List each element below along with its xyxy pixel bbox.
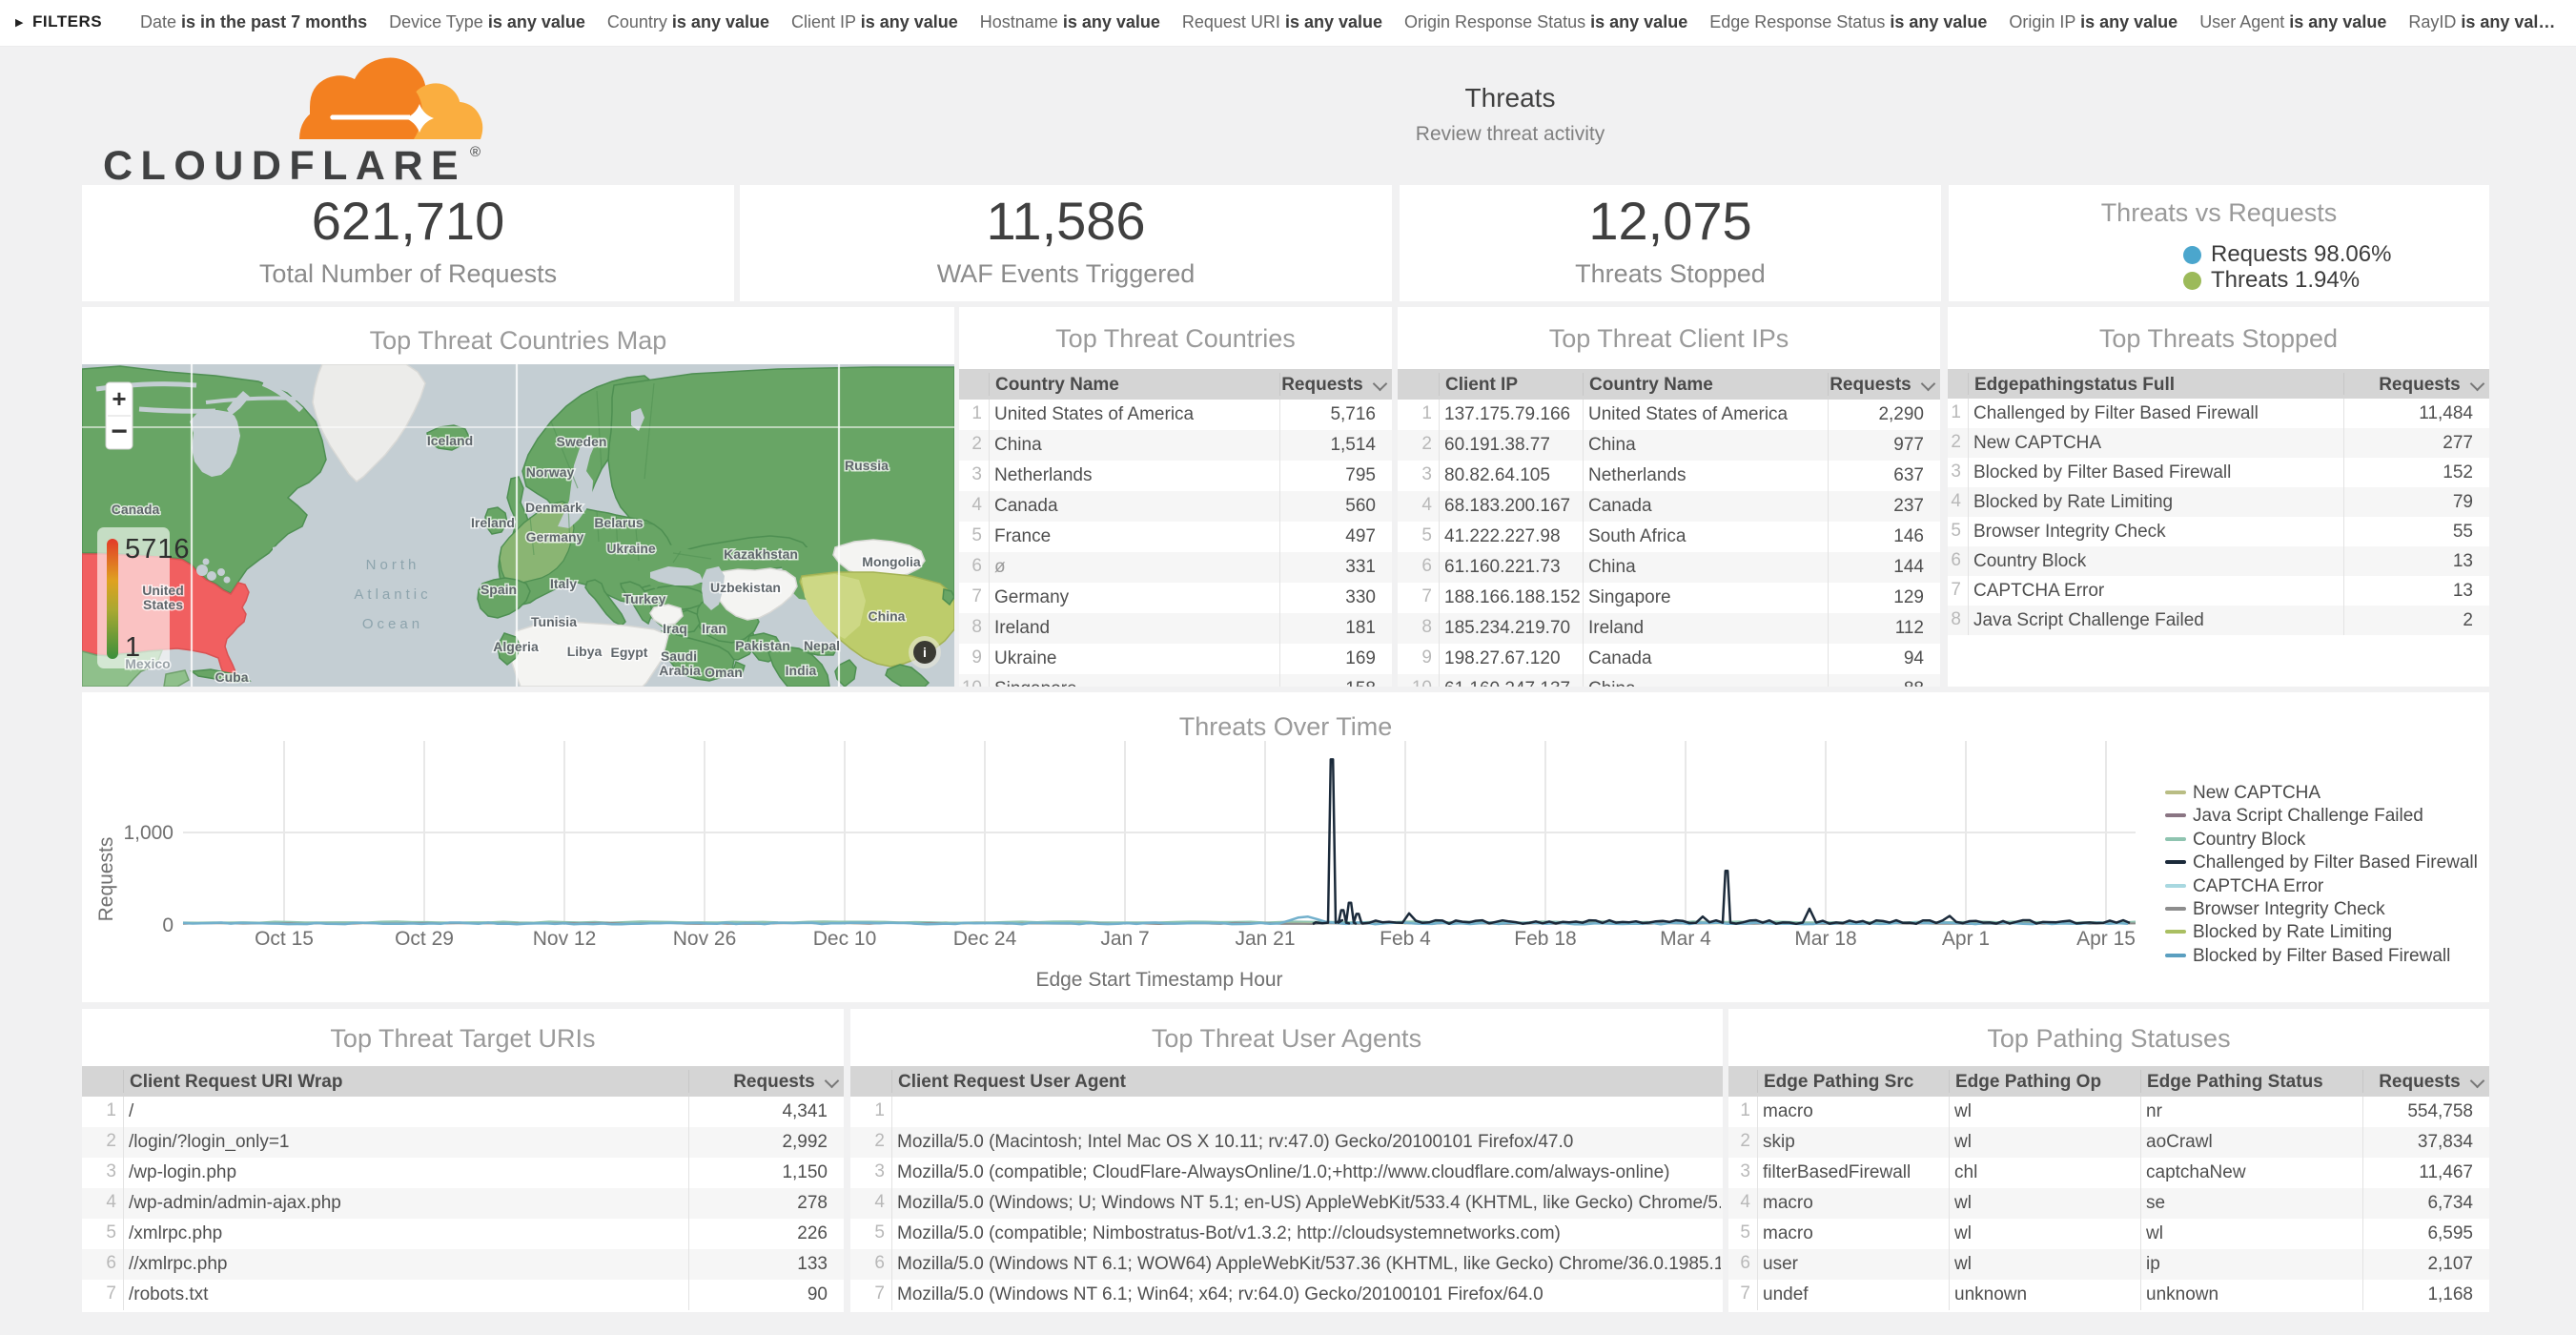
svg-text:Nov 12: Nov 12 bbox=[533, 928, 597, 950]
svg-text:Algeria: Algeria bbox=[493, 639, 539, 654]
svg-text:Iran: Iran bbox=[702, 621, 726, 636]
svg-text:Oct 15: Oct 15 bbox=[255, 928, 314, 950]
svg-text:United: United bbox=[142, 583, 184, 598]
svg-text:Turkey: Turkey bbox=[624, 591, 666, 606]
svg-text:+: + bbox=[112, 384, 126, 413]
svg-text:Spain: Spain bbox=[480, 582, 517, 597]
svg-text:Iraq: Iraq bbox=[663, 621, 687, 636]
svg-text:5716: 5716 bbox=[125, 534, 191, 565]
svg-text:Egypt: Egypt bbox=[611, 645, 648, 660]
svg-text:Ocean: Ocean bbox=[362, 616, 423, 632]
svg-text:Ukraine: Ukraine bbox=[606, 541, 656, 556]
svg-text:Russia: Russia bbox=[845, 458, 889, 473]
svg-text:Dec 24: Dec 24 bbox=[953, 928, 1017, 950]
svg-text:Tunisia: Tunisia bbox=[531, 614, 577, 629]
svg-text:North: North bbox=[366, 557, 420, 573]
svg-text:Italy: Italy bbox=[550, 576, 577, 591]
svg-text:CLOUDFLARE: CLOUDFLARE bbox=[103, 143, 466, 188]
svg-text:Pakistan: Pakistan bbox=[735, 638, 790, 653]
svg-text:Apr 15: Apr 15 bbox=[2076, 928, 2136, 950]
svg-text:Requests: Requests bbox=[95, 837, 117, 922]
svg-text:Mar 18: Mar 18 bbox=[1794, 928, 1856, 950]
svg-text:Canada: Canada bbox=[112, 502, 160, 517]
svg-text:Atlantic: Atlantic bbox=[354, 586, 431, 603]
svg-text:Germany: Germany bbox=[526, 529, 584, 544]
svg-text:China: China bbox=[869, 608, 906, 624]
svg-text:Apr 1: Apr 1 bbox=[1942, 928, 1990, 950]
svg-text:−: − bbox=[111, 416, 128, 447]
svg-text:Jan 7: Jan 7 bbox=[1100, 928, 1149, 950]
svg-text:1: 1 bbox=[125, 632, 140, 663]
svg-text:Feb 4: Feb 4 bbox=[1380, 928, 1431, 950]
svg-text:0: 0 bbox=[162, 914, 174, 936]
svg-text:Uzbekistan: Uzbekistan bbox=[710, 580, 781, 595]
svg-text:Nov 26: Nov 26 bbox=[673, 928, 737, 950]
svg-text:Libya: Libya bbox=[567, 644, 603, 659]
svg-text:Dec 10: Dec 10 bbox=[813, 928, 877, 950]
svg-text:®: ® bbox=[470, 144, 480, 160]
svg-text:Oman: Oman bbox=[705, 665, 743, 680]
svg-text:Ireland: Ireland bbox=[471, 515, 515, 530]
svg-text:i: i bbox=[923, 645, 927, 660]
svg-text:Arabia: Arabia bbox=[659, 663, 701, 678]
svg-text:1,000: 1,000 bbox=[123, 822, 174, 844]
svg-text:Oct 29: Oct 29 bbox=[395, 928, 454, 950]
svg-text:Jan 21: Jan 21 bbox=[1235, 928, 1295, 950]
svg-text:Belarus: Belarus bbox=[594, 515, 644, 530]
svg-text:Mongolia: Mongolia bbox=[862, 554, 921, 569]
svg-text:Sweden: Sweden bbox=[557, 434, 607, 449]
svg-text:Mar 4: Mar 4 bbox=[1660, 928, 1711, 950]
svg-text:India: India bbox=[786, 663, 817, 678]
svg-text:Norway: Norway bbox=[526, 464, 575, 480]
svg-text:States: States bbox=[143, 597, 183, 612]
svg-text:Edge Start Timestamp Hour: Edge Start Timestamp Hour bbox=[1035, 969, 1282, 991]
svg-text:Iceland: Iceland bbox=[427, 433, 473, 448]
svg-text:Nepal: Nepal bbox=[804, 638, 840, 653]
svg-text:Mexico: Mexico bbox=[125, 656, 170, 671]
svg-text:Kazakhstan: Kazakhstan bbox=[724, 546, 798, 562]
svg-text:Cuba: Cuba bbox=[215, 669, 249, 685]
svg-text:Denmark: Denmark bbox=[525, 500, 583, 515]
svg-text:Feb 18: Feb 18 bbox=[1514, 928, 1576, 950]
svg-text:Saudi: Saudi bbox=[661, 648, 697, 664]
